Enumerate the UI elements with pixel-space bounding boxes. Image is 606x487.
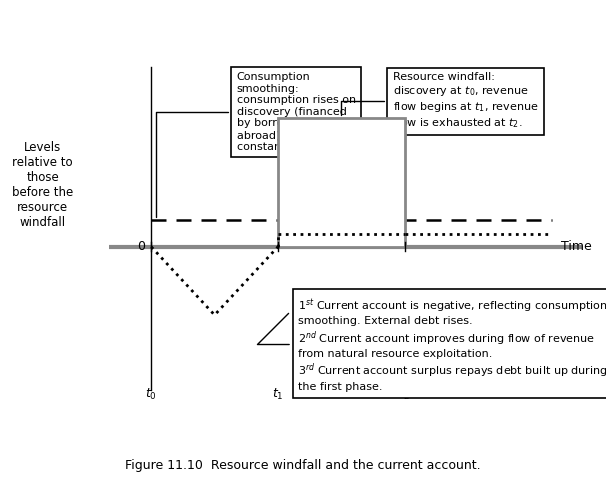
Text: Consumption
smoothing:
consumption rises on
discovery (financed
by borrowing fro: Consumption smoothing: consumption rises… — [156, 72, 356, 217]
Text: Figure 11.10  Resource windfall and the current account.: Figure 11.10 Resource windfall and the c… — [125, 459, 481, 472]
Text: $t_2$: $t_2$ — [399, 387, 410, 402]
Text: 1$^{st}$ Current account is negative, reflecting consumption
smoothing. External: 1$^{st}$ Current account is negative, re… — [258, 297, 606, 392]
Text: Resource windfall:
discovery at $t_0$, revenue
flow begins at $t_1$, revenue
flo: Resource windfall: discovery at $t_0$, r… — [341, 72, 538, 130]
Text: Time: Time — [561, 240, 591, 253]
Bar — [278, 118, 405, 247]
Text: 0: 0 — [137, 240, 145, 253]
Text: $t_1$: $t_1$ — [272, 387, 284, 402]
Text: Levels
relative to
those
before the
resource
windfall: Levels relative to those before the reso… — [12, 141, 73, 229]
Text: $t_0$: $t_0$ — [145, 387, 157, 402]
